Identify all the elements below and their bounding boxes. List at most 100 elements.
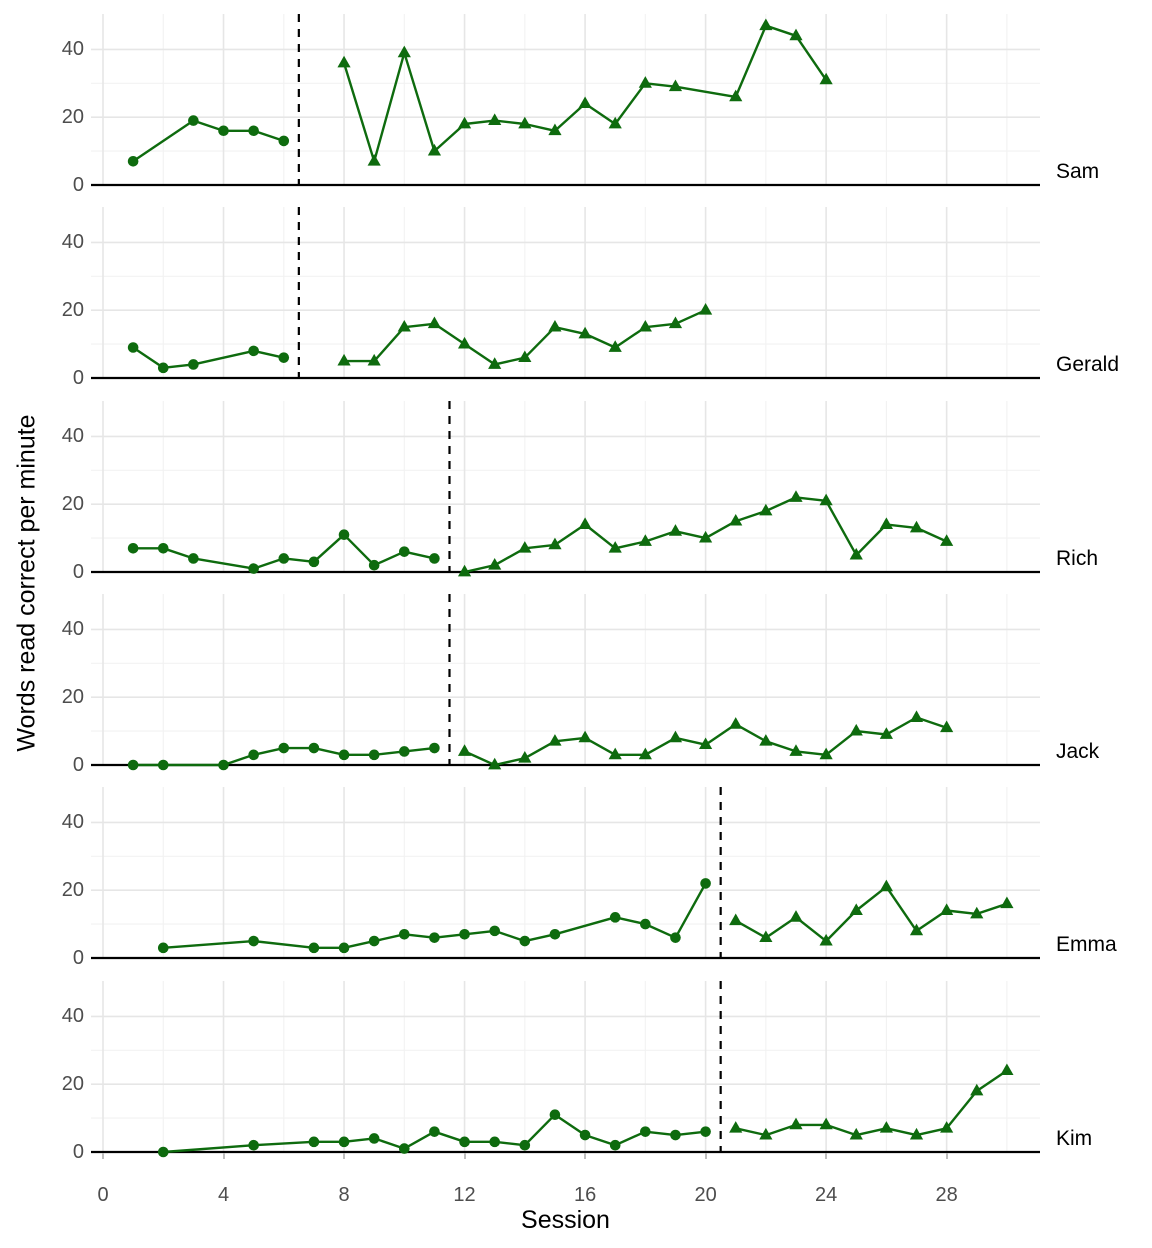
data-point-triangle [849,723,863,736]
panel-gerald [91,207,1040,381]
data-point-circle [157,759,169,771]
data-point-triangle [699,303,713,315]
panel-plot-area [91,787,1040,960]
panel-jack [91,594,1040,771]
y-tick-label: 20 [61,1073,84,1096]
data-point-triangle [729,513,743,526]
data-point-circle [338,749,350,761]
data-point-triangle [578,730,592,743]
data-point-circle [459,1136,470,1148]
data-point-circle [549,1109,561,1121]
data-point-circle [489,1136,500,1148]
data-point-circle [368,935,380,947]
x-tick-mark [222,1153,225,1159]
data-point-triangle [638,319,652,332]
data-point-triangle [879,517,893,529]
baseline-line [133,746,435,767]
y-tick-label: 0 [72,947,84,969]
data-point-triangle [699,737,713,750]
data-point-circle [429,1126,440,1137]
data-point-triangle [638,76,652,88]
y-tick-label: 40 [61,811,84,834]
y-tick-label: 40 [61,425,84,448]
data-point-triangle [759,503,773,516]
data-point-triangle [759,930,773,943]
data-point-triangle [668,524,683,536]
y-tick-label: 20 [61,879,84,902]
data-point-triangle [668,316,683,329]
data-point-circle [399,546,410,557]
data-point-circle [248,749,259,761]
data-point-triangle [729,913,743,926]
data-point-circle [188,115,199,126]
data-point-triangle [909,923,924,936]
data-point-circle [640,918,651,930]
data-point-circle [700,1126,711,1137]
y-tick-label: 0 [72,367,84,389]
x-tick-label: 0 [97,1184,109,1206]
data-point-circle [218,125,229,137]
x-axis-title: Session [521,1206,610,1234]
data-point-circle [278,742,290,754]
y-tick-label: 20 [61,106,84,129]
facet-label-jack: Jack [1056,740,1100,763]
y-tick-label: 0 [72,754,84,776]
data-point-triangle [970,906,984,919]
data-point-circle [218,759,229,771]
x-tick-mark [463,1153,466,1159]
x-tick-label: 16 [573,1184,597,1206]
panel-rich [91,401,1040,577]
data-point-triangle [337,353,351,366]
data-point-circle [278,352,290,363]
data-point-circle [248,345,259,357]
data-point-triangle [1000,1063,1014,1076]
data-point-triangle [518,541,532,553]
y-tick-label: 40 [61,38,84,61]
data-point-triangle [849,1127,863,1140]
data-point-triangle [909,710,924,722]
data-point-triangle [548,734,562,746]
data-point-triangle [488,757,502,770]
data-point-triangle [638,534,652,546]
data-point-circle [127,542,139,554]
data-point-circle [549,928,561,940]
data-point-circle [308,942,320,954]
data-point-triangle [608,747,622,760]
data-point-triangle [819,493,833,506]
data-point-triangle [940,903,954,915]
facet-label-emma: Emma [1056,933,1117,956]
y-tick-label: 40 [61,1005,84,1028]
data-point-triangle [1000,896,1014,909]
x-tick-label: 12 [453,1184,476,1206]
data-point-triangle [518,350,532,363]
x-tick-mark [945,1153,948,1159]
baseline-line [163,1113,706,1154]
data-point-triangle [729,1121,743,1133]
x-tick-mark [825,1153,828,1159]
data-point-circle [700,878,711,889]
data-point-circle [308,1136,320,1148]
data-point-circle [188,359,199,370]
data-point-triangle [518,751,532,763]
data-point-circle [519,1139,531,1151]
data-point-circle [670,1129,681,1141]
data-point-triangle [578,96,592,109]
data-point-triangle [548,319,562,332]
intervention-line [735,885,1008,943]
data-point-circle [157,542,169,554]
data-point-triangle [699,530,713,543]
data-point-circle [308,742,320,754]
data-point-triangle [879,727,893,739]
panel-plot-area [91,207,1040,380]
data-point-triangle [729,89,743,102]
data-point-triangle [578,326,592,339]
data-point-circle [278,135,290,147]
y-tick-label: 40 [61,618,84,641]
data-point-triangle [608,116,622,129]
data-point-circle [368,1133,380,1144]
data-point-triangle [488,113,502,125]
data-point-triangle [457,336,472,349]
data-point-triangle [397,45,411,58]
data-point-triangle [608,340,622,352]
data-point-circle [609,1139,621,1151]
